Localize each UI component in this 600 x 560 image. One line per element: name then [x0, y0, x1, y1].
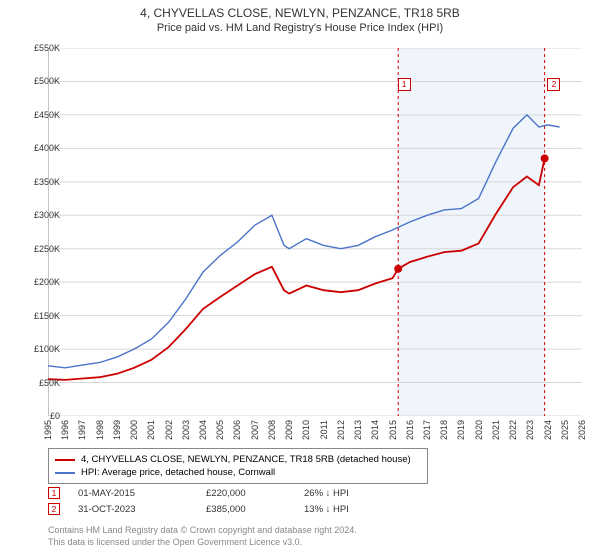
chart-subtitle: Price paid vs. HM Land Registry's House …: [0, 20, 600, 34]
x-axis-label: 2018: [439, 420, 449, 440]
transaction-date: 31-OCT-2023: [78, 504, 188, 515]
transaction-row: 1 01-MAY-2015 £220,000 26% ↓ HPI: [48, 485, 384, 501]
x-axis-label: 2023: [525, 420, 535, 440]
x-axis-label: 2025: [560, 420, 570, 440]
y-axis-label: £350K: [34, 177, 60, 187]
chart-plot-area: [48, 48, 582, 416]
x-axis-label: 2020: [474, 420, 484, 440]
legend-swatch: [55, 459, 75, 461]
y-axis-label: £50K: [39, 378, 60, 388]
x-axis-label: 2012: [336, 420, 346, 440]
legend: 4, CHYVELLAS CLOSE, NEWLYN, PENZANCE, TR…: [48, 448, 428, 484]
x-axis-label: 2016: [405, 420, 415, 440]
x-axis-label: 2000: [129, 420, 139, 440]
x-axis-label: 1997: [77, 420, 87, 440]
x-axis-label: 2022: [508, 420, 518, 440]
legend-label: HPI: Average price, detached house, Corn…: [81, 467, 275, 478]
chart-container: 4, CHYVELLAS CLOSE, NEWLYN, PENZANCE, TR…: [0, 0, 600, 560]
x-axis-label: 2006: [232, 420, 242, 440]
y-axis-label: £550K: [34, 43, 60, 53]
chart-svg: [48, 48, 582, 416]
y-axis-label: £150K: [34, 311, 60, 321]
transaction-marker: 1: [48, 487, 60, 499]
transaction-marker: 2: [48, 503, 60, 515]
footer-line2: This data is licensed under the Open Gov…: [48, 537, 357, 549]
x-axis-label: 2014: [370, 420, 380, 440]
x-axis-label: 2010: [301, 420, 311, 440]
transaction-price: £220,000: [206, 488, 286, 499]
footer-line1: Contains HM Land Registry data © Crown c…: [48, 525, 357, 537]
x-axis-label: 2011: [319, 420, 329, 439]
x-axis-label: 2026: [577, 420, 587, 440]
chart-title: 4, CHYVELLAS CLOSE, NEWLYN, PENZANCE, TR…: [0, 0, 600, 20]
x-axis-label: 2003: [181, 420, 191, 440]
x-axis-label: 2008: [267, 420, 277, 440]
x-axis-label: 2005: [215, 420, 225, 440]
y-axis-label: £500K: [34, 76, 60, 86]
x-axis-label: 2013: [353, 420, 363, 440]
x-axis-label: 2015: [388, 420, 398, 440]
y-axis-label: £300K: [34, 210, 60, 220]
x-axis-label: 1999: [112, 420, 122, 440]
x-axis-label: 2017: [422, 420, 432, 440]
x-axis-label: 1996: [60, 420, 70, 440]
transaction-date: 01-MAY-2015: [78, 488, 188, 499]
legend-label: 4, CHYVELLAS CLOSE, NEWLYN, PENZANCE, TR…: [81, 454, 411, 465]
footer: Contains HM Land Registry data © Crown c…: [48, 525, 357, 548]
transaction-delta: 13% ↓ HPI: [304, 504, 384, 515]
y-axis-label: £250K: [34, 244, 60, 254]
x-axis-label: 1998: [95, 420, 105, 440]
x-axis-label: 1995: [43, 420, 53, 440]
chart-marker-1: 1: [398, 78, 411, 91]
y-axis-label: £200K: [34, 277, 60, 287]
x-axis-label: 2024: [543, 420, 553, 440]
y-axis-label: £100K: [34, 344, 60, 354]
legend-swatch: [55, 472, 75, 474]
transaction-table: 1 01-MAY-2015 £220,000 26% ↓ HPI2 31-OCT…: [48, 485, 384, 517]
chart-marker-2: 2: [547, 78, 560, 91]
transaction-delta: 26% ↓ HPI: [304, 488, 384, 499]
transaction-row: 2 31-OCT-2023 £385,000 13% ↓ HPI: [48, 501, 384, 517]
x-axis-label: 2019: [456, 420, 466, 440]
x-axis-label: 2009: [284, 420, 294, 440]
x-axis-label: 2002: [164, 420, 174, 440]
x-axis-label: 2021: [491, 420, 501, 440]
y-axis-label: £400K: [34, 143, 60, 153]
transaction-price: £385,000: [206, 504, 286, 515]
x-axis-label: 2001: [146, 420, 156, 440]
x-axis-label: 2004: [198, 420, 208, 440]
legend-item: HPI: Average price, detached house, Corn…: [55, 466, 421, 479]
legend-item: 4, CHYVELLAS CLOSE, NEWLYN, PENZANCE, TR…: [55, 453, 421, 466]
x-axis-label: 2007: [250, 420, 260, 440]
y-axis-label: £450K: [34, 110, 60, 120]
